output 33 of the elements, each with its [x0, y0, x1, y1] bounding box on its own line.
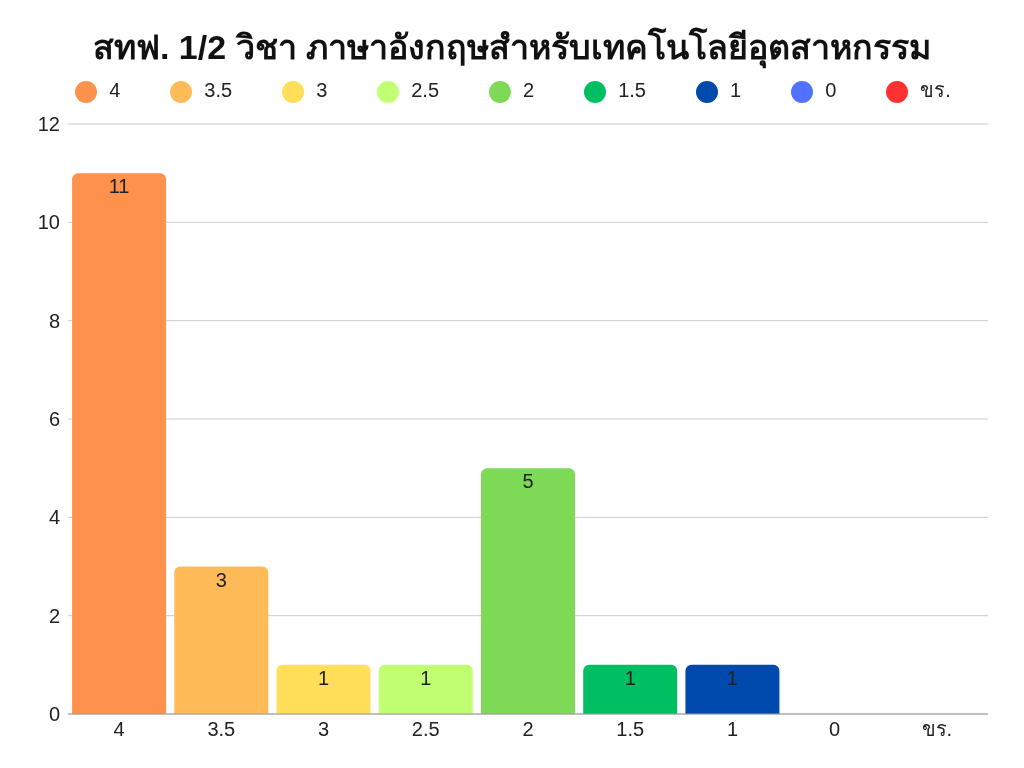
- x-tick-label: 4: [113, 718, 125, 741]
- legend-label: 3: [316, 79, 328, 101]
- x-tick-label: 2.5: [411, 718, 440, 741]
- chart-title: สทฟ. 1/2 วิชา ภาษาอังกฤษสำหรับเทคโนโลยีอุตสาหกรรม: [91, 26, 933, 71]
- legend-label: ขร.: [920, 79, 951, 101]
- data-label: 1: [317, 667, 330, 690]
- y-tick-label: 10: [37, 211, 60, 234]
- data-label: 3: [215, 568, 227, 591]
- x-tick-label: ขร.: [921, 718, 953, 741]
- y-tick-label: 8: [48, 309, 60, 332]
- legend-label: 4: [109, 79, 121, 101]
- y-tick-label: 2: [48, 604, 60, 627]
- data-label: 5: [522, 470, 534, 493]
- x-tick-label: 0: [829, 718, 841, 741]
- y-tick-label: 6: [48, 408, 60, 431]
- legend-label: 3.5: [204, 79, 233, 101]
- legend-label: 2.5: [411, 79, 440, 101]
- x-tick-label: 2: [522, 718, 534, 741]
- y-tick-label: 4: [48, 506, 60, 529]
- x-tick-label: 1: [726, 718, 739, 741]
- data-label: 1: [420, 667, 432, 690]
- legend-label: 0: [825, 79, 837, 101]
- legend-label: 1.5: [618, 79, 646, 101]
- x-tick-label: 1.5: [616, 718, 645, 741]
- data-label: 1: [726, 667, 738, 690]
- data-label: 11: [108, 175, 130, 198]
- data-label: 1: [624, 667, 636, 690]
- x-tick-label: 3.5: [207, 718, 236, 741]
- legend-label: 1: [730, 79, 742, 101]
- y-tick-label: 0: [48, 703, 60, 726]
- y-tick-label: 12: [37, 113, 60, 136]
- legend-label: 2: [523, 79, 535, 101]
- x-tick-label: 3: [317, 718, 330, 741]
